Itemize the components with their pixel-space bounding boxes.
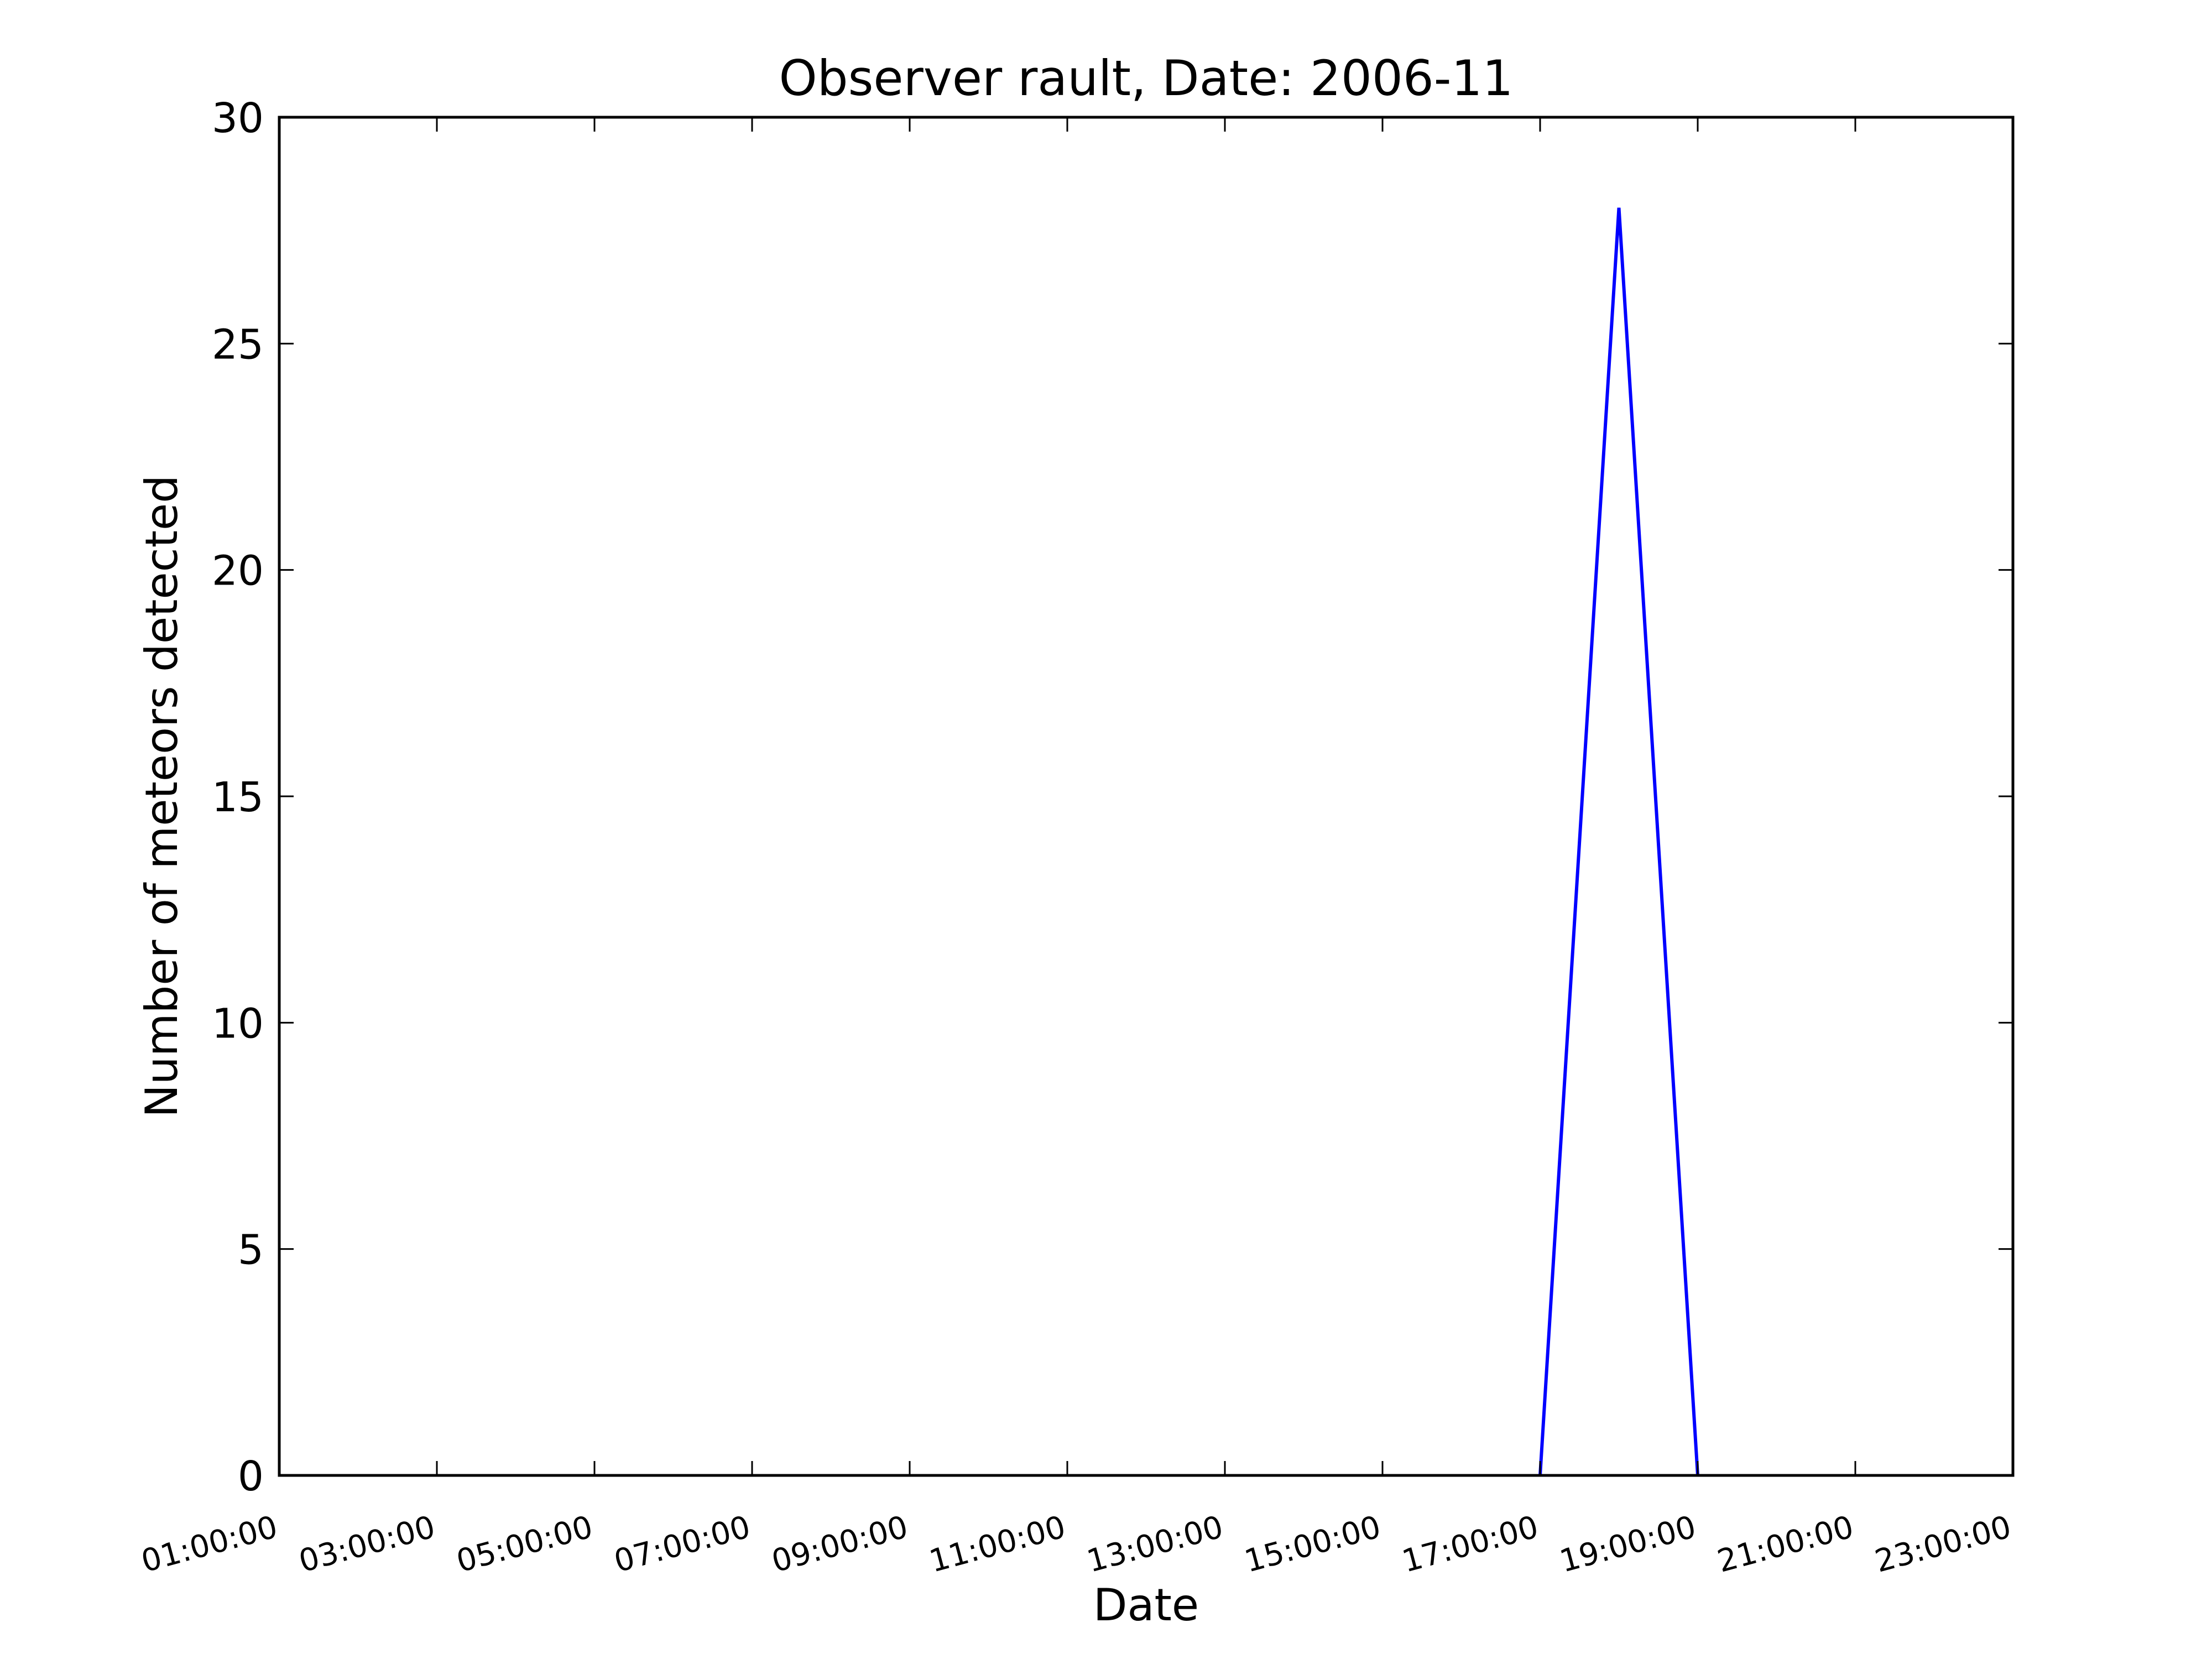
- y-tick-label: 5: [238, 1227, 264, 1274]
- series-line: [1538, 207, 1699, 1476]
- y-axis-label: Number of meteors detected: [136, 475, 187, 1118]
- y-tick-label: 25: [212, 321, 264, 368]
- chart-title: Observer rault, Date: 2006-11: [779, 50, 1513, 107]
- x-axis-label: Date: [1093, 1579, 1199, 1631]
- y-tick-label: 30: [212, 95, 264, 142]
- y-tick-label: 20: [212, 547, 264, 595]
- plot-area: [1538, 207, 1699, 1476]
- y-tick-label: 10: [212, 1000, 264, 1047]
- axes-frame: [278, 116, 2015, 1477]
- y-tick-label: 15: [212, 774, 264, 821]
- y-tick-label: 0: [238, 1453, 264, 1500]
